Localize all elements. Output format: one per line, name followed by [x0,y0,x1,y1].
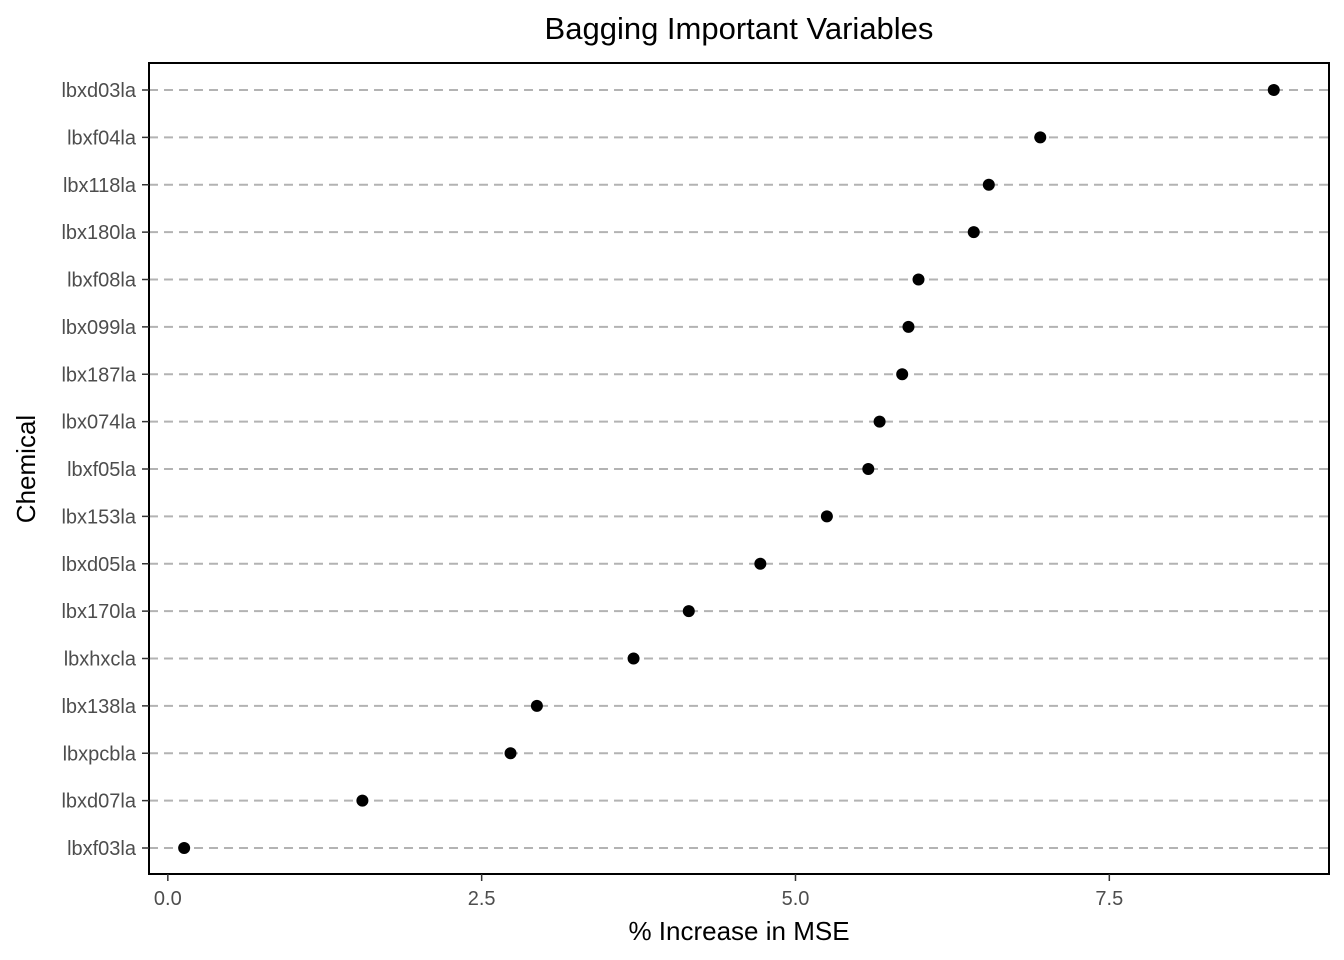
x-tick-label: 2.5 [468,888,496,910]
x-tick-label: 7.5 [1095,888,1123,910]
data-point [627,652,640,665]
data-point [862,463,875,475]
data-point [912,273,925,286]
chart-title: Bagging Important Variables [545,11,934,46]
y-tick-label: lbxd05la [61,554,136,576]
y-tick-label: lbx099la [61,317,136,339]
y-tick-label: lbxpcbla [63,743,137,765]
x-axis: 0.0 2.5 5.0 7.5 [154,874,1123,910]
y-axis: lbxd03la lbxf04la lbx118la lbx180la lbxf08la… [61,80,149,860]
y-tick-label: lbxf05la [67,459,137,481]
grid-layer [149,89,1329,849]
data-point [530,699,543,712]
y-tick-label: lbxhxcla [64,649,137,671]
data-point [896,368,909,381]
data-point [504,747,517,760]
point-layer [178,84,1280,854]
data-point [902,320,915,333]
y-axis-title: Chemical [11,415,41,523]
data-point [754,557,767,570]
y-tick-label: lbx138la [61,696,136,718]
y-tick-label: lbx170la [61,601,136,623]
y-tick-label: lbx074la [61,412,136,434]
x-tick-label: 0.0 [154,888,182,910]
data-point [1034,131,1047,144]
data-point [820,510,833,523]
data-point [682,605,695,618]
data-point [967,226,980,239]
y-tick-label: lbxd03la [61,80,136,102]
data-point [356,794,369,807]
y-tick-label: lbxd07la [61,791,136,813]
y-tick-label: lbxf03la [67,838,137,860]
data-point [178,842,191,854]
data-point [982,178,995,191]
data-point [1267,84,1280,96]
y-tick-label: lbx118la [63,175,137,197]
x-tick-label: 5.0 [782,888,810,910]
data-point [873,415,886,428]
x-axis-title: % Increase in MSE [628,916,849,946]
y-tick-label: lbxf04la [67,127,137,149]
y-tick-label: lbx187la [61,364,136,386]
y-tick-label: lbxf08la [67,270,137,292]
y-tick-label: lbx180la [61,222,136,244]
y-tick-label: lbx153la [61,506,136,528]
